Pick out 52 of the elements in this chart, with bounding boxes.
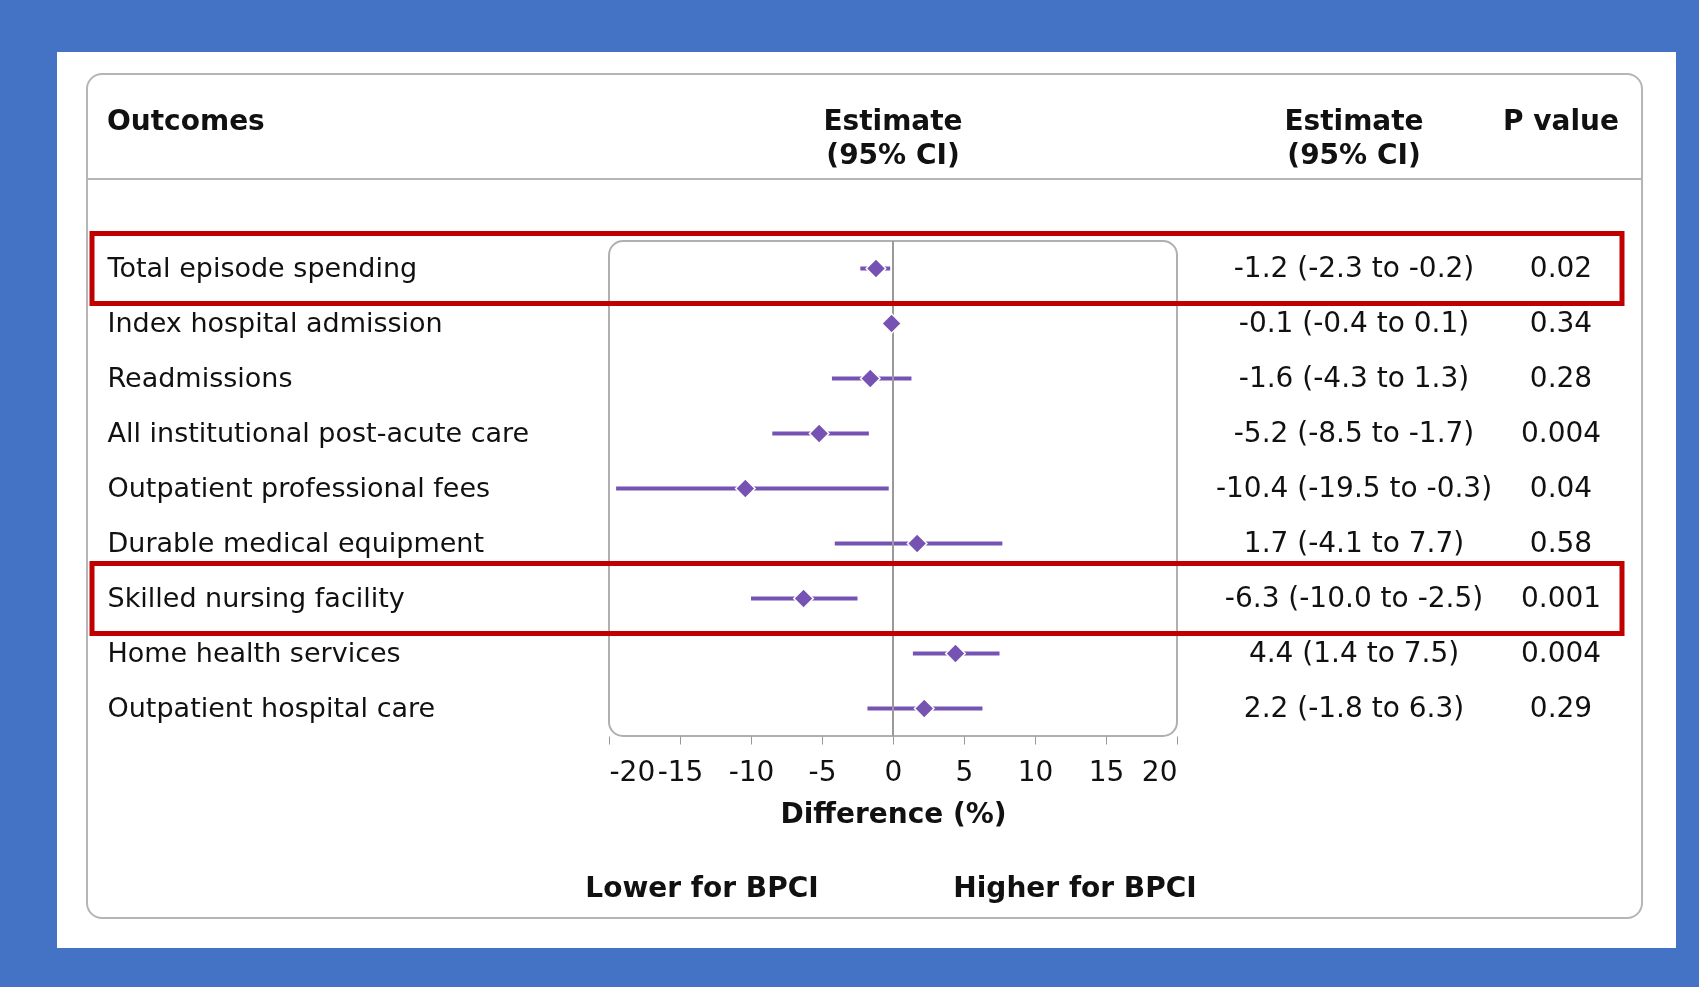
text: 0.001 xyxy=(1520,580,1602,614)
point xyxy=(859,368,881,389)
text: -0.1 (-0.4 to 0.1) xyxy=(1238,305,1470,339)
y-tick-label: Readmissions xyxy=(107,362,293,393)
x-tick-label: -5 xyxy=(808,754,837,788)
point xyxy=(808,423,830,444)
x-tick-label: 5 xyxy=(955,754,974,788)
x-tick-label: 0 xyxy=(884,754,903,788)
x-tick-label: 10 xyxy=(1017,754,1054,788)
text: -6.3 (-10.0 to -2.5) xyxy=(1224,580,1484,614)
y-tick-label: Durable medical equipment xyxy=(107,527,485,558)
point xyxy=(734,478,756,499)
y-tick-label: Total episode spending xyxy=(106,252,418,283)
text: 0.02 xyxy=(1529,250,1593,284)
text: 0.28 xyxy=(1529,360,1593,394)
text: -1.6 (-4.3 to 1.3) xyxy=(1238,360,1470,394)
text: 2.2 (-1.8 to 6.3) xyxy=(1243,690,1465,724)
y-axis-title: Outcomes xyxy=(107,104,265,137)
text: 0.004 xyxy=(1520,415,1602,449)
text: 0.34 xyxy=(1529,305,1593,339)
point xyxy=(865,258,887,279)
y-tick-label: Index hospital admission xyxy=(107,307,443,338)
x-tick-label: 20 xyxy=(1141,754,1178,788)
text: 0.58 xyxy=(1529,525,1593,559)
x-tick-label: 15 xyxy=(1088,754,1125,788)
y-tick-label: Outpatient hospital care xyxy=(107,692,436,723)
text: -5.2 (-8.5 to -1.7) xyxy=(1233,415,1475,449)
y-tick-label: Outpatient professional fees xyxy=(107,472,491,503)
x-axis-title: Difference (%) xyxy=(780,796,1007,830)
point xyxy=(793,588,815,609)
text: 1.7 (-4.1 to 7.7) xyxy=(1243,525,1465,559)
y-tick-label: Home health services xyxy=(107,637,401,668)
text: 0.04 xyxy=(1529,470,1593,504)
point xyxy=(913,698,935,719)
x-tick-label: -20 xyxy=(609,754,656,788)
text: 0.29 xyxy=(1529,690,1593,724)
x-tick-label: -10 xyxy=(728,754,775,788)
text: 4.4 (1.4 to 7.5) xyxy=(1248,635,1460,669)
text: -1.2 (-2.3 to -0.2) xyxy=(1233,250,1475,284)
text: 0.004 xyxy=(1520,635,1602,669)
y-tick-label: All institutional post-acute care xyxy=(107,417,530,448)
y-tick-label: Skilled nursing facility xyxy=(107,582,405,613)
text: Lower for BPCI xyxy=(585,871,819,904)
point xyxy=(881,313,903,334)
text: P value xyxy=(1503,104,1619,137)
text: -10.4 (-19.5 to -0.3) xyxy=(1215,470,1493,504)
chart-title: Estimate (95% CI) xyxy=(823,104,963,171)
point xyxy=(906,533,928,554)
text: Estimate (95% CI) xyxy=(1284,104,1424,171)
x-tick-label: -15 xyxy=(657,754,704,788)
text: Higher for BPCI xyxy=(953,871,1197,904)
point xyxy=(944,643,966,664)
